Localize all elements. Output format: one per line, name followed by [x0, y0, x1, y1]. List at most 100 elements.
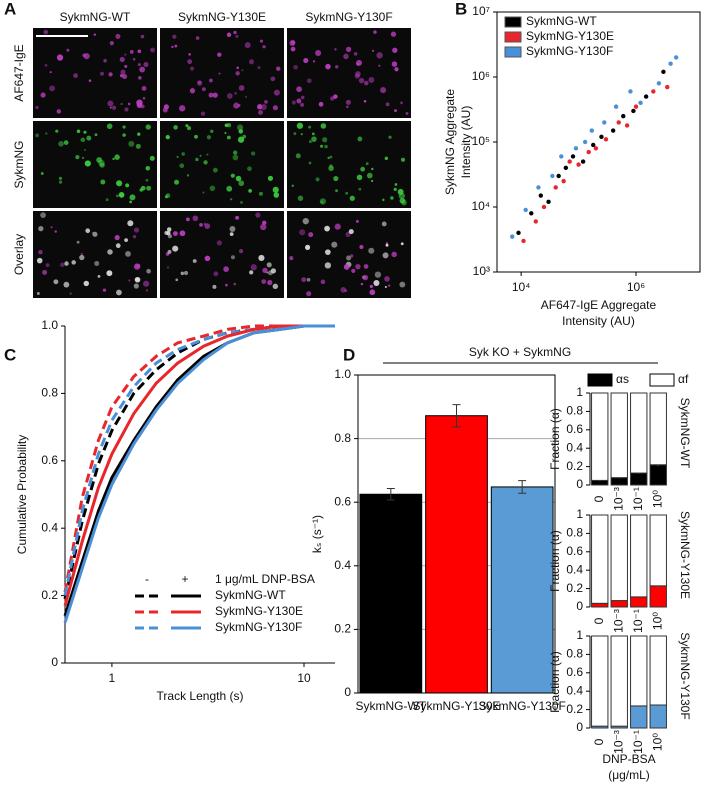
spot — [258, 254, 265, 262]
spot — [371, 167, 374, 171]
spot — [185, 217, 190, 222]
column-header: SykmNG-WT — [60, 10, 131, 24]
spot — [212, 284, 217, 289]
spot — [250, 151, 256, 156]
spot — [226, 185, 233, 192]
scatter-point — [529, 211, 534, 216]
spot — [235, 71, 240, 76]
spot — [299, 229, 306, 236]
spot — [334, 48, 337, 51]
spot — [259, 39, 264, 43]
y-tick-label: 1 — [576, 628, 583, 642]
spot — [99, 162, 105, 168]
y-tick-label: 0.8 — [566, 647, 583, 661]
spot — [369, 289, 376, 296]
x-tick-label: SykmNG-Y130E — [412, 699, 500, 713]
legend-label: SykmNG-Y130E — [215, 604, 303, 618]
scatter-point — [582, 139, 588, 145]
spot — [291, 100, 296, 105]
spot — [94, 260, 100, 267]
panel-label: B — [455, 0, 467, 18]
spot — [348, 229, 354, 235]
spot — [388, 135, 392, 139]
spot — [204, 255, 211, 262]
x-tick-label: 10⁰ — [650, 733, 664, 751]
spot — [172, 231, 178, 236]
spot — [249, 270, 254, 275]
scatter-point — [553, 185, 558, 190]
spot — [127, 102, 131, 106]
spot — [114, 154, 120, 160]
spot — [359, 245, 364, 250]
spot — [66, 48, 70, 52]
spot — [324, 144, 328, 149]
scatter-point — [661, 69, 666, 75]
spot — [209, 185, 216, 192]
scatter-point — [586, 149, 591, 155]
spot — [266, 271, 269, 274]
spot — [40, 171, 44, 175]
spot — [81, 156, 85, 160]
legend-label: SykmNG-WT — [526, 14, 597, 28]
spot — [257, 66, 261, 70]
spot — [127, 220, 134, 227]
spot — [200, 111, 206, 116]
spot — [248, 189, 252, 193]
scatter-point — [546, 199, 551, 205]
spot — [308, 125, 312, 129]
spot — [132, 57, 136, 61]
spot — [391, 251, 397, 258]
spot — [306, 291, 312, 297]
micrograph — [160, 121, 284, 208]
spot — [394, 109, 397, 113]
spot — [369, 284, 374, 289]
spot — [94, 133, 98, 137]
column-header: SykmNG-Y130F — [305, 10, 392, 24]
spot — [172, 245, 179, 252]
spot — [257, 104, 263, 110]
spot — [230, 198, 233, 201]
spot — [45, 263, 50, 267]
spot — [229, 232, 234, 236]
scatter-point — [633, 104, 639, 109]
spot — [233, 282, 237, 286]
spot — [44, 64, 48, 67]
y-tick-label: 1 — [576, 385, 583, 399]
y-tick-label: 0.6 — [566, 422, 583, 436]
spot — [42, 269, 48, 275]
spot — [363, 99, 367, 103]
spot — [187, 59, 193, 65]
spot — [382, 252, 389, 259]
x-tick-label: 10⁻³ — [611, 730, 625, 754]
row-label: AF647-IgE — [12, 44, 26, 101]
x-tick-label: 10⁴ — [512, 280, 531, 294]
spot — [217, 52, 222, 57]
spot — [63, 140, 69, 145]
scatter-point — [580, 159, 586, 164]
spot — [36, 257, 43, 264]
spot — [306, 78, 312, 84]
spot — [58, 176, 62, 180]
scatter-point — [561, 178, 566, 184]
spot — [79, 254, 85, 261]
scatter-point — [613, 104, 619, 109]
spot — [384, 276, 390, 282]
spot — [382, 198, 385, 202]
y-tick-label: 0.4 — [566, 562, 583, 576]
spot — [69, 292, 72, 295]
spot — [108, 72, 113, 77]
stack-segment — [610, 514, 628, 602]
spot — [355, 263, 361, 270]
scatter-point — [576, 162, 581, 167]
stack-segment — [649, 585, 667, 608]
spot — [225, 283, 228, 287]
spot — [368, 77, 375, 83]
spot — [320, 279, 326, 285]
spot — [83, 280, 90, 287]
legend-label: SykmNG-WT — [215, 588, 286, 602]
spot — [122, 133, 126, 137]
spot — [186, 174, 190, 177]
x-axis-label: AF647-IgE Aggregate — [541, 298, 657, 312]
x-tick-label: 0 — [592, 495, 606, 502]
legend-header: + — [181, 572, 188, 586]
